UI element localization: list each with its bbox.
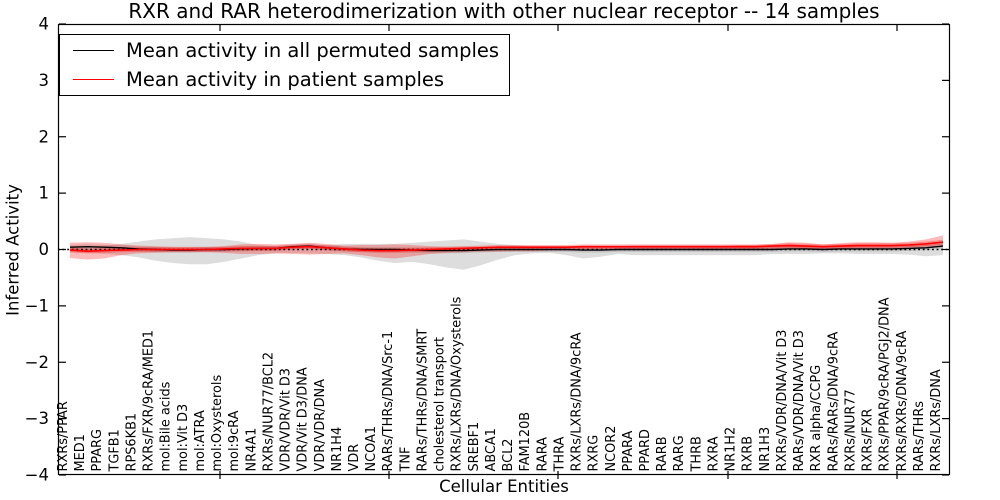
x-tick-label: RARs/THRs/DNA/Src-1 xyxy=(381,331,396,472)
x-tick-label: ABCA1 xyxy=(484,428,499,471)
x-tick-label: RXR alpha/CCPG xyxy=(809,365,824,472)
x-tick-label: NR1H4 xyxy=(330,427,345,472)
x-tick-label: mol:9cRA xyxy=(227,410,242,471)
x-tick-label: RARB xyxy=(655,436,670,471)
x-tick-label: RXRB xyxy=(741,436,756,472)
x-tick-label: VDR/VDR/DNA xyxy=(313,379,328,472)
permuted-line-sample xyxy=(73,49,114,51)
x-tick-label: RPS6KB1 xyxy=(125,413,140,472)
patient-line-sample xyxy=(73,78,114,80)
x-tick-label: RXRs/LXRs/DNA/9cRA xyxy=(570,332,585,471)
x-tick-label: NR4A1 xyxy=(244,428,259,472)
x-tick-label: RXRs/PPAR/9cRA/PGJ2/DNA xyxy=(878,297,893,471)
x-tick-label: RARs/RARs/DNA/9cRA xyxy=(826,332,841,472)
x-tick-label: SREBF1 xyxy=(467,422,482,472)
legend-entry-patient: Mean activity in patient samples xyxy=(60,65,509,93)
legend: Mean activity in all permuted samples Me… xyxy=(59,34,510,96)
x-tick-label: mol:ATRA xyxy=(193,410,208,471)
x-tick-label: VDR xyxy=(347,444,362,472)
legend-label-patient: Mean activity in patient samples xyxy=(126,67,445,91)
x-tick-label: RARG xyxy=(672,435,687,471)
x-tick-label: RARs/THRs xyxy=(912,401,927,472)
chart-title: RXR and RAR heterodimerization with othe… xyxy=(128,0,880,23)
x-tick-label: RXRs/NUR77 xyxy=(843,389,858,471)
x-tick-label: RXRs/VDR/DNA/Vit D3 xyxy=(775,330,790,472)
y-tick-label: −2 xyxy=(25,353,49,372)
y-tick-label: 1 xyxy=(39,184,50,203)
x-tick-label: PPARD xyxy=(638,429,653,471)
x-tick-label: MED1 xyxy=(73,434,88,471)
x-tick-label: RXRs/RXRs/DNA/9cRA xyxy=(895,330,910,471)
x-tick-label: RXRs/LXRs/DNA/Oxysterols xyxy=(450,296,465,471)
x-tick-label: RXRs/NUR77/BCL2 xyxy=(261,352,276,472)
y-tick-label: 3 xyxy=(39,71,50,90)
x-tick-label: PPARG xyxy=(90,429,105,472)
x-tick-label: RARs/THRs/DNA/SMRT xyxy=(416,329,431,472)
x-tick-label: RXRA xyxy=(707,436,722,471)
axes-frame xyxy=(57,23,951,476)
x-tick-label: mol:Vit D3 xyxy=(176,404,191,472)
x-axis-label: Cellular Entities xyxy=(439,477,569,496)
x-tick-label: mol:Oxysterols xyxy=(210,375,225,472)
x-tick-label: TNF xyxy=(398,447,413,473)
patient-mean-line xyxy=(69,241,944,253)
y-tick-label: 0 xyxy=(39,240,50,259)
x-tick-label: VDR/Vit D3/DNA xyxy=(296,367,311,471)
legend-label-permuted: Mean activity in all permuted samples xyxy=(126,38,500,62)
y-tick-label: −4 xyxy=(25,466,49,485)
permuted-inner-band xyxy=(70,243,943,254)
x-tick-label: RXRG xyxy=(587,435,602,472)
x-tick-label: FAM120B xyxy=(518,412,533,472)
x-tick-label: NR1H2 xyxy=(724,427,739,472)
x-tick-label: RARs/VDR/DNA/Vit D3 xyxy=(792,330,807,471)
x-tick-label: cholesterol transport xyxy=(433,337,448,472)
x-tick-label: NCOA1 xyxy=(364,426,379,472)
x-tick-label: RARA xyxy=(535,437,550,472)
y-tick-label: 4 xyxy=(39,15,50,34)
permuted-range-band xyxy=(70,237,943,270)
x-tick-label: VDR/VDR/Vit D3 xyxy=(279,368,294,471)
x-tick-label: RXRs/FXR xyxy=(861,408,876,471)
x-tick-label: NR1H3 xyxy=(758,427,773,472)
x-tick-label: RXRs/LXRs/DNA xyxy=(929,369,944,471)
x-tick-label: PPARA xyxy=(621,431,636,472)
x-tick-label: TGFB1 xyxy=(107,429,122,472)
y-tick-label: 2 xyxy=(39,127,50,146)
x-tick-label: RXRs/PPAR xyxy=(56,401,71,471)
x-tick-label: RXRs/FXR/9cRA/MED1 xyxy=(142,330,157,472)
legend-entry-permuted: Mean activity in all permuted samples xyxy=(60,36,509,64)
x-tick-label: BCL2 xyxy=(501,438,516,471)
x-tick-label: mol:Bile acids xyxy=(159,381,174,471)
x-tick-label: THRB xyxy=(689,436,704,472)
x-tick-label: THRA xyxy=(552,436,567,472)
y-tick-label: −3 xyxy=(25,409,49,428)
y-tick-label: −1 xyxy=(25,296,49,315)
x-tick-label: NCOR2 xyxy=(604,426,619,472)
